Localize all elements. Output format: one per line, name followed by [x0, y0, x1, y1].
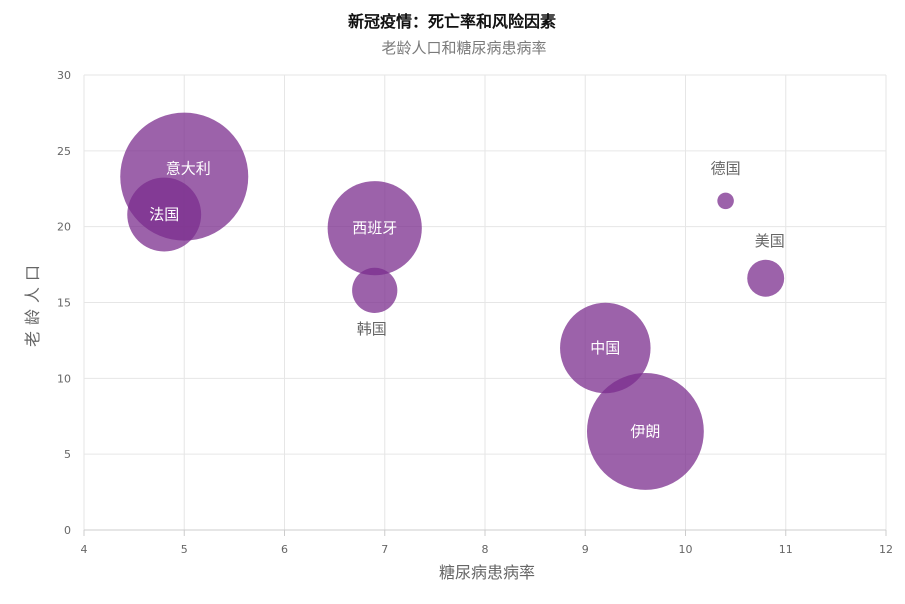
- bubble-point: [352, 267, 398, 313]
- bubble-point: [747, 259, 785, 297]
- x-tick-label: 8: [482, 543, 489, 556]
- bubble-point: [327, 181, 422, 276]
- y-tick-label: 20: [57, 221, 71, 234]
- bubble-point: [127, 177, 202, 252]
- y-axis-label: 老龄人口: [23, 259, 42, 347]
- bubble-label: 韩国: [357, 320, 387, 338]
- y-tick-label: 0: [64, 524, 71, 537]
- bubble-label: 德国: [711, 160, 741, 178]
- x-tick-label: 9: [582, 543, 589, 556]
- bubbles: [120, 112, 785, 490]
- x-tick-label: 6: [281, 543, 288, 556]
- chart-subtitle: 老龄人口和糖尿病患病率: [381, 39, 546, 57]
- y-tick-label: 5: [64, 448, 71, 461]
- y-tick-label: 15: [57, 297, 71, 310]
- x-tick-label: 12: [879, 543, 893, 556]
- y-tick-label: 10: [57, 372, 71, 385]
- y-tick-label: 25: [57, 145, 71, 158]
- x-tick-label: 4: [81, 543, 88, 556]
- bubble-label: 中国: [590, 339, 620, 357]
- x-tick-label: 5: [181, 543, 188, 556]
- x-axis-label: 糖尿病患病率: [439, 563, 535, 582]
- chart-title: 新冠疫情：死亡率和风险因素: [348, 12, 556, 31]
- x-tick-label: 11: [779, 543, 793, 556]
- bubble-point: [586, 372, 704, 490]
- bubble-point: [560, 302, 651, 394]
- bubble-label: 法国: [149, 206, 179, 224]
- bubble-label: 伊朗: [630, 422, 660, 440]
- axes: 4 5 6 7 8 9 10 11 12 0 5 10 15 20 25 30: [57, 69, 893, 556]
- x-tick-label: 7: [381, 543, 388, 556]
- x-tick-label: 10: [679, 543, 693, 556]
- y-tick-label: 30: [57, 69, 71, 82]
- bubble-point: [717, 192, 734, 210]
- bubble-label: 意大利: [166, 160, 211, 178]
- bubble-label: 西班牙: [352, 219, 397, 237]
- bubble-label: 美国: [755, 232, 785, 250]
